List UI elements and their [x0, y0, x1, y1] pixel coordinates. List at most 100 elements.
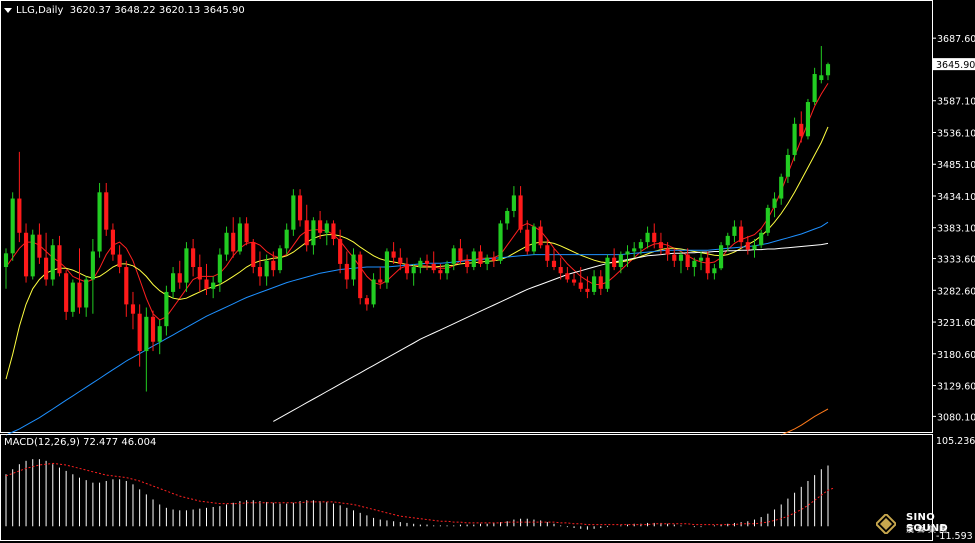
candle: [665, 242, 670, 261]
price-tick-label: 3180.60: [937, 350, 975, 361]
candle: [712, 263, 717, 280]
candle: [445, 260, 450, 280]
candle: [745, 235, 750, 255]
candle: [571, 273, 577, 286]
candle-body: [144, 316, 149, 352]
candle-body: [465, 260, 470, 268]
candle: [297, 189, 303, 227]
chart-header: LLG,Daily 3620.37 3648.22 3620.13 3645.9…: [4, 5, 245, 16]
candle-body: [491, 257, 496, 261]
macd-pane: [0, 434, 933, 541]
candle-body: [171, 273, 176, 292]
candle-body: [371, 279, 376, 305]
candle: [685, 248, 690, 271]
candle: [598, 270, 603, 296]
candle: [237, 217, 242, 255]
candle: [505, 207, 510, 230]
candle-body: [251, 242, 256, 268]
candle: [77, 248, 82, 314]
candle-body: [264, 260, 269, 277]
candle-body: [204, 279, 209, 289]
candle-body: [130, 304, 136, 314]
candle-body: [191, 248, 196, 268]
diamond-logo-icon: [876, 514, 896, 534]
candle: [344, 251, 349, 289]
macd-signal-line: [5, 462, 835, 526]
ohlc-open: 3620.37: [69, 5, 112, 16]
candle: [739, 220, 744, 249]
candle-body: [605, 257, 610, 289]
candle-body: [184, 248, 189, 283]
candle: [698, 251, 704, 271]
candle: [652, 223, 657, 249]
candle: [531, 223, 537, 255]
candle-body: [411, 267, 416, 274]
macd-pane-frame: [0, 434, 933, 541]
candle-body: [505, 210, 510, 224]
sino-sound-logo: SINO SOUND 漢聲集團: [876, 512, 971, 540]
candle-body: [712, 268, 717, 274]
candle-body: [164, 291, 169, 327]
candle: [705, 251, 710, 280]
price-tick-label: 3434.10: [937, 192, 975, 203]
candle-body: [551, 260, 557, 268]
candle: [658, 232, 663, 255]
moving-average-line-4: [780, 408, 829, 436]
candle: [765, 204, 770, 236]
candle: [311, 217, 316, 255]
price-tick-label: 3587.10: [937, 97, 975, 108]
candle-body: [578, 282, 583, 289]
candle-body: [197, 267, 202, 280]
candle: [351, 248, 356, 286]
candle-body: [311, 220, 316, 246]
candle-body: [558, 267, 563, 274]
candle-body: [23, 232, 29, 277]
candle: [3, 248, 9, 289]
candle: [792, 117, 797, 162]
price-tick-label: 3383.10: [937, 224, 975, 235]
candle-body: [237, 223, 242, 252]
candle: [551, 248, 557, 271]
candle: [645, 226, 650, 249]
candle-body: [177, 273, 182, 283]
candle: [204, 263, 209, 296]
candle-body: [792, 123, 797, 155]
candle-body: [431, 263, 436, 271]
candle-body: [571, 279, 577, 283]
candle: [525, 220, 530, 255]
candle-body: [284, 229, 289, 249]
candle: [217, 248, 222, 292]
candle-body: [211, 282, 216, 289]
candle-body: [739, 226, 744, 243]
candle-body: [618, 254, 623, 268]
candle: [498, 220, 503, 264]
candle-body: [759, 232, 764, 246]
candle: [585, 276, 590, 299]
price-tick-label: 3080.10: [937, 412, 975, 423]
candle: [84, 276, 89, 317]
symbol-timeframe: LLG,Daily: [16, 5, 64, 16]
candle-body: [3, 253, 9, 268]
dropdown-triangle-icon[interactable]: [4, 7, 12, 13]
candle: [785, 148, 790, 183]
candle-body: [812, 74, 817, 103]
candle-body: [685, 254, 690, 268]
candle-body: [110, 229, 115, 255]
candle-body: [358, 254, 363, 299]
candle-body: [458, 248, 463, 261]
candle: [391, 242, 396, 264]
candle-body: [257, 267, 263, 277]
candle-body: [424, 260, 430, 264]
candle-body: [698, 257, 704, 261]
candle-body: [70, 282, 75, 312]
candle-body: [57, 245, 62, 274]
candle: [632, 242, 637, 258]
price-tick-label: 3282.60: [937, 286, 975, 297]
candle-body: [719, 245, 724, 269]
candle: [30, 229, 35, 280]
candle-body: [585, 288, 590, 292]
price-tick-label: 3231.60: [937, 318, 975, 329]
candle-body: [338, 239, 343, 264]
candle: [511, 186, 516, 218]
